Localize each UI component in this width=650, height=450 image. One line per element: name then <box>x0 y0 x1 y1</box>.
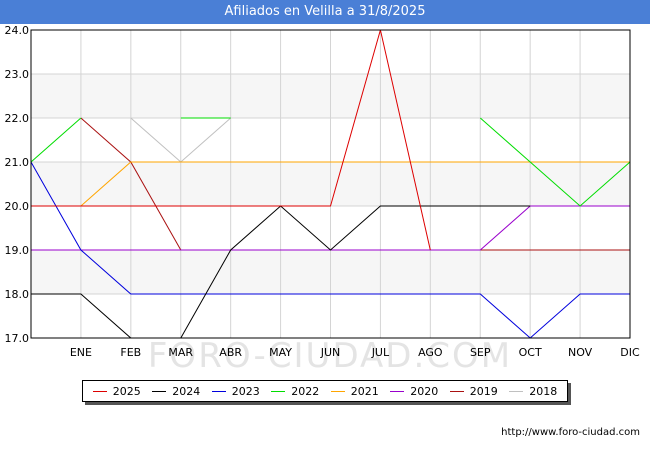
x-tick-label: JUN <box>320 346 341 359</box>
legend-swatch <box>330 390 345 392</box>
x-tick-label: MAY <box>269 346 292 359</box>
y-tick-label: 18.0 <box>5 288 30 301</box>
y-tick-label: 22.0 <box>5 112 30 125</box>
legend-item-2024: 2024 <box>152 385 200 398</box>
legend-item-2025: 2025 <box>92 384 141 398</box>
legend-item-2018: 2018 <box>509 385 557 398</box>
y-tick-label: 23.0 <box>5 68 30 81</box>
y-tick-label: 24.0 <box>5 24 30 37</box>
legend-label: 2020 <box>410 384 439 398</box>
legend-swatch <box>211 390 226 392</box>
plot-frame <box>30 29 631 339</box>
x-tick-label: MAR <box>168 346 193 359</box>
legend-swatch <box>449 390 464 392</box>
legend-swatch <box>509 390 524 392</box>
legend-item-2023: 2023 <box>211 384 260 398</box>
legend-swatch <box>390 390 405 392</box>
series-line-2025 <box>31 29 431 251</box>
series-line-2022 <box>479 117 631 207</box>
legend-label: 2022 <box>291 384 320 398</box>
legend: 2025 2024 2023 2022 2021 2020 2019 2018 <box>82 380 568 402</box>
x-tick-label: JUL <box>371 346 390 359</box>
legend-label: 2018 <box>529 384 558 398</box>
x-tick-label: ENE <box>70 346 92 359</box>
legend-label: 2023 <box>231 384 260 398</box>
series-line-2022 <box>30 117 82 163</box>
x-tick-label: FEB <box>120 346 141 359</box>
legend-swatch <box>92 390 107 392</box>
x-tick-label: AGO <box>418 346 443 359</box>
legend-swatch <box>152 390 167 392</box>
y-tick-label: 19.0 <box>5 244 30 257</box>
legend-swatch <box>271 390 286 392</box>
legend-item-2019: 2019 <box>449 384 498 398</box>
legend-label: 2025 <box>112 384 141 398</box>
legend-item-2021: 2021 <box>330 384 379 398</box>
y-tick-label: 20.0 <box>5 200 30 213</box>
y-tick-label: 17.0 <box>5 332 30 345</box>
x-tick-label: NOV <box>568 346 593 359</box>
chart-title: Afiliados en Velilla a 31/8/2025 <box>0 0 650 24</box>
x-tick-label: DIC <box>620 346 640 359</box>
source-url: http://www.foro-ciudad.com <box>501 427 640 438</box>
y-tick-label: 21.0 <box>5 156 30 169</box>
x-tick-label: ABR <box>219 346 242 359</box>
legend-label: 2021 <box>350 384 379 398</box>
legend-item-2022: 2022 <box>271 385 319 398</box>
legend-label: 2019 <box>469 384 498 398</box>
watermark: FORO-CIUDAD.COM <box>148 336 512 376</box>
x-tick-label: SEP <box>470 346 491 359</box>
legend-item-2020: 2020 <box>390 385 438 398</box>
y-axis-ticks: 17.0 18.0 19.0 20.0 21.0 22.0 23.0 24.0 <box>5 24 30 345</box>
legend-label: 2024 <box>172 384 201 398</box>
x-tick-label: OCT <box>519 346 542 359</box>
x-axis-ticks: ENE FEB MAR ABR MAY JUN JUL AGO SEP OCT NOV DIC <box>70 346 640 359</box>
